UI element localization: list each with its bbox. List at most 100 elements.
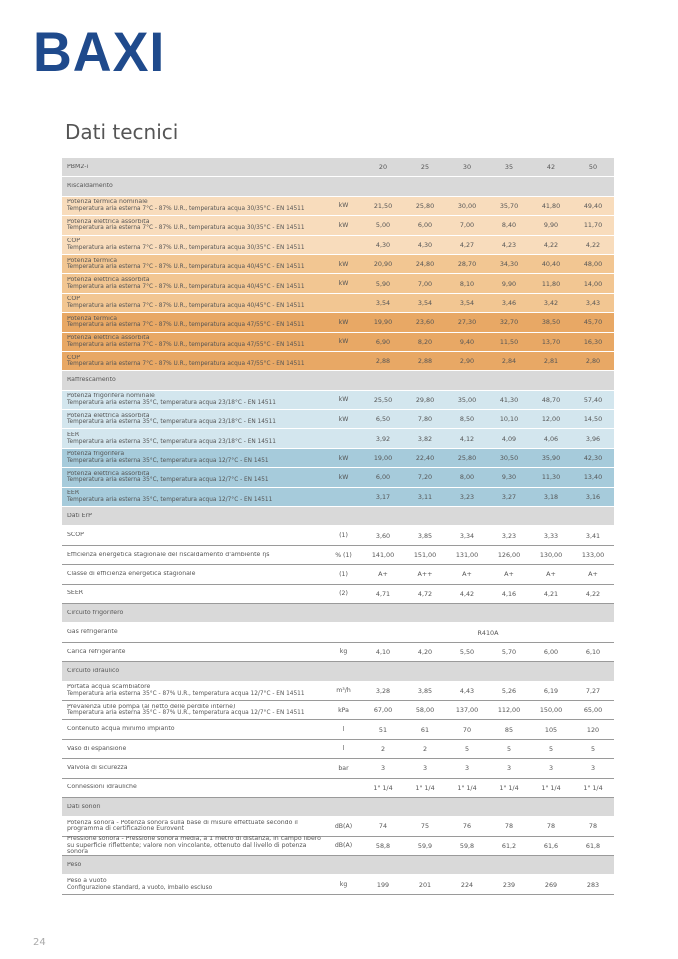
value: 11,30 — [541, 473, 561, 482]
value: 3,54 — [375, 298, 391, 307]
label: COP — [67, 238, 80, 245]
unit: kW — [338, 318, 349, 326]
label: Vaso di espansione — [67, 745, 127, 752]
unit: kW — [338, 221, 349, 229]
value: 7,80 — [417, 415, 433, 424]
label: Valvola di sicurezza — [67, 765, 128, 771]
value: 25,50 — [373, 395, 393, 404]
row-label: Potenza termica Temperatura aria esterna … — [62, 316, 325, 329]
value: 3,92 — [375, 434, 391, 443]
value: 201 — [418, 880, 432, 889]
section-row: Dati sonori — [62, 797, 614, 818]
value: 3 — [548, 764, 554, 773]
value: 4,21 — [543, 589, 559, 598]
section-title: Riscaldamento — [67, 183, 113, 190]
value: R410A — [477, 628, 499, 637]
label: Potenza elettrica assorbita — [67, 470, 150, 477]
value: 32,70 — [499, 318, 519, 327]
row-label: Potenza elettrica assorbita Temperatura a… — [62, 219, 325, 232]
value: 57,40 — [583, 395, 603, 404]
model: PBM2-i — [67, 163, 89, 170]
value: 61 — [420, 725, 430, 734]
row-label: EER Temperatura aria esterna 35°C, temper… — [62, 432, 325, 445]
value: 3,17 — [375, 492, 391, 501]
row-label: Prevalenza utile pompa (al netto delle p… — [62, 704, 325, 717]
value: 3,96 — [585, 434, 601, 443]
column-header: 25 — [420, 163, 430, 172]
unit: kW — [338, 202, 349, 210]
value: A++ — [417, 570, 433, 579]
value: 3,28 — [375, 686, 391, 695]
value: 7,00 — [459, 221, 475, 230]
data-row: Potenza elettrica assorbita Temperatura a… — [62, 468, 614, 488]
value: 3,43 — [585, 298, 601, 307]
value: 74 — [378, 822, 388, 831]
value: 4,22 — [543, 240, 559, 249]
value: 3,60 — [375, 531, 391, 540]
note: Temperatura aria esterna 7°C - 87% U.R.,… — [67, 244, 305, 251]
value: 283 — [586, 880, 600, 889]
value: 3 — [464, 764, 470, 773]
value: 199 — [376, 880, 390, 889]
value: 3,46 — [501, 298, 517, 307]
value: 133,00 — [581, 551, 605, 559]
value: 7,00 — [417, 279, 433, 288]
data-row: COP Temperatura aria esterna 7°C - 87% U.… — [62, 351, 614, 372]
value: 14,00 — [583, 279, 603, 288]
row-label: Potenza frigorifera Temperatura aria este… — [62, 451, 325, 464]
label: Potenza sonora - Potenza sonora sulla ba… — [67, 819, 298, 833]
value: 4,09 — [501, 434, 517, 443]
value: 3,11 — [417, 492, 433, 501]
row-label: Potenza elettrica assorbita Temperatura a… — [62, 413, 325, 426]
value: 9,30 — [501, 473, 517, 482]
unit: kg — [339, 881, 348, 889]
value: 4,30 — [375, 240, 391, 249]
section-row: Circuito frigorifero — [62, 603, 614, 624]
column-header: 20 — [378, 163, 388, 172]
value: 35,00 — [457, 395, 477, 404]
row-label: Potenza termica Temperatura aria esterna … — [62, 258, 325, 271]
value: 3,23 — [501, 531, 517, 540]
note: Temperatura aria esterna 35°C, temperatu… — [67, 458, 269, 465]
value: 5,26 — [501, 686, 517, 695]
value: 5 — [548, 744, 554, 753]
value: 45,70 — [583, 318, 603, 327]
value: 8,40 — [501, 221, 517, 230]
value: 2,84 — [501, 357, 517, 366]
label: Peso a vuoto — [67, 878, 107, 885]
section-row: Riscaldamento — [62, 177, 614, 197]
data-row: Potenza termica Temperatura aria esterna … — [62, 254, 614, 275]
label: COP — [67, 354, 80, 361]
value: 13,40 — [583, 473, 603, 482]
value: 11,50 — [499, 337, 519, 346]
title: Dati tecnici — [65, 120, 179, 144]
value: 3 — [590, 764, 596, 773]
label: Potenza termica — [67, 257, 118, 264]
value: 78 — [504, 822, 514, 831]
value: 5 — [590, 744, 596, 753]
value: 3,54 — [459, 298, 475, 307]
unit: kW — [338, 338, 349, 346]
row-label: COP Temperatura aria esterna 7°C - 87% U.… — [62, 296, 325, 309]
value: 2,81 — [543, 357, 559, 366]
value: 3,33 — [543, 531, 559, 540]
data-row: Potenza frigorifera nominale Temperatura … — [62, 390, 614, 411]
value: 12,00 — [541, 415, 561, 424]
note: Temperatura aria esterna 7°C - 87% U.R.,… — [67, 322, 305, 329]
value: 6,10 — [585, 647, 601, 656]
data-row: Potenza elettrica assorbita Temperatura a… — [62, 216, 614, 236]
row-label: Gas refrigerante — [62, 629, 325, 636]
section-title: Peso — [67, 861, 82, 868]
value: 58,8 — [375, 841, 391, 850]
value: 4,23 — [501, 240, 517, 249]
section-title: Raffrescamento — [67, 377, 116, 384]
value: 3,18 — [543, 492, 559, 501]
value: 9,90 — [501, 279, 517, 288]
value: 1" 1/4 — [415, 783, 435, 792]
value: 3,34 — [459, 531, 475, 540]
data-row: Carica refrigerante kg 4,10 4,20 5,50 5,70 6,0… — [62, 643, 614, 663]
section-title: Circuito idraulico — [67, 668, 120, 675]
value: 126,00 — [497, 551, 521, 559]
note: Temperatura aria esterna 7°C - 87% U.R.,… — [67, 283, 305, 290]
section-title: Circuito frigorifero — [67, 609, 124, 616]
